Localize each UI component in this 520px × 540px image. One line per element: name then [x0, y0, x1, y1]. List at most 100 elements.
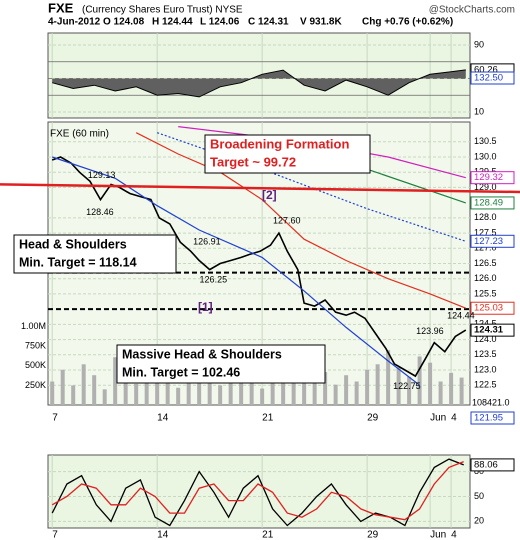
x-tick-label: 29 [367, 530, 379, 540]
annotation-box [13, 234, 177, 274]
last-value-tag [470, 323, 515, 337]
price-note: 124.44 [447, 311, 475, 321]
x-tick-label: Jun [430, 530, 446, 540]
x-tick-label: 14 [157, 530, 169, 540]
price-note: 127.60 [273, 215, 301, 225]
y-tick-label: 126.0 [474, 273, 497, 283]
annotation-text: Massive Head & Shoulders [122, 347, 282, 361]
y-tick-label: 130.0 [474, 151, 497, 161]
annotation-text: Target ~ 99.72 [210, 154, 296, 169]
annotation-box [116, 344, 326, 384]
extra-label: 132.50 [474, 73, 503, 84]
subtitle: (Currency Shares Euro Trust) NYSE [82, 5, 243, 16]
last-value-label: 88.06 [474, 459, 498, 470]
volume-bar [92, 375, 97, 405]
last-value-label: 125.03 [474, 303, 503, 314]
rsi-fill [52, 69, 466, 97]
price-note: 126.25 [200, 274, 228, 284]
y-tick-label: 123.0 [474, 364, 497, 374]
y-tick-label: 125.5 [474, 288, 497, 298]
annotation-text: [1] [198, 300, 213, 314]
annotation-text: Min. Target = 118.14 [19, 255, 137, 269]
volume-bar [102, 389, 107, 405]
chart-label: FXE (60 min) [50, 129, 109, 140]
last-value-tag [470, 234, 515, 248]
last-value-label: 128.49 [474, 197, 503, 208]
volume-bar [354, 381, 359, 405]
y-tick-label: 124.0 [474, 334, 497, 344]
y-tick-label: 127.5 [474, 227, 497, 237]
series-line [51, 460, 464, 521]
volume-bar [323, 372, 328, 405]
x-tick-label: 14 [157, 413, 169, 424]
last-value-label: 129.32 [474, 172, 503, 183]
annotation-text: Broadening Formation [210, 136, 349, 151]
price-note: 122.75 [393, 381, 421, 391]
series-line [52, 156, 420, 386]
plot [48, 455, 470, 528]
series-line [51, 156, 467, 378]
volume-bar [207, 381, 212, 405]
volume-bar [365, 369, 370, 405]
last-value-tag [470, 301, 515, 315]
volume-bar [50, 381, 55, 405]
series-line [51, 458, 464, 527]
x-tick-label: 29 [367, 413, 379, 424]
extra-tag [470, 411, 515, 425]
volume-bar [386, 350, 391, 405]
price-note: 129.13 [88, 170, 116, 180]
last-value-label: 127.23 [474, 236, 503, 247]
volume-bar [249, 379, 254, 405]
quote-item: 4-Jun-2012 [48, 17, 101, 28]
annotation-box [204, 134, 371, 174]
quote-item: H 124.44 [152, 17, 193, 28]
y-tick-label: 122.5 [474, 380, 497, 390]
y-tick-label: 129.0 [474, 182, 497, 192]
volume-bar [176, 387, 181, 405]
volume-bar [459, 377, 464, 405]
y-tick-label: 90 [474, 39, 484, 49]
last-value-tag [470, 171, 515, 185]
volume-bar [218, 385, 223, 405]
volume-last-label: 108421.0 [472, 397, 510, 407]
annotation-text: [2] [262, 188, 277, 202]
volume-bar [302, 378, 307, 405]
volume-tick-label: 250K [25, 380, 46, 390]
series-line [52, 69, 466, 98]
y-tick-label: 123.5 [474, 349, 497, 359]
x-tick-label: 4 [451, 530, 457, 540]
x-tick-label: 21 [262, 413, 274, 424]
extra-tag [470, 71, 515, 85]
volume-bar [71, 385, 76, 405]
volume-bar [260, 388, 265, 405]
volume-bar [270, 374, 275, 405]
volume-bar [407, 376, 412, 405]
volume-tick-label: 750K [25, 341, 46, 351]
y-tick-label: 10 [474, 106, 484, 116]
last-value-label: 60.26 [474, 64, 498, 75]
volume-bar [123, 379, 128, 405]
y-tick-label: 50 [474, 491, 484, 501]
title: FXE [48, 0, 74, 15]
volume-bar [155, 365, 160, 405]
price-note: 123.96 [416, 326, 444, 336]
volume-bar [375, 364, 380, 405]
quote-item: V 931.8K [300, 17, 342, 28]
trend-line [0, 183, 520, 194]
volume-bar [438, 381, 443, 405]
last-value-tag [470, 196, 515, 210]
volume-bar [186, 375, 191, 405]
volume-bar [333, 384, 338, 405]
y-tick-label: 130.5 [474, 136, 497, 146]
volume-bar [281, 368, 286, 405]
x-tick-label: Jun [430, 413, 446, 424]
volume-bar [344, 375, 349, 405]
volume-bar [197, 368, 202, 405]
volume-bar [428, 362, 433, 405]
volume-tick-label: 1.00M [21, 321, 46, 331]
annotation-text: Head & Shoulders [19, 237, 127, 251]
volume-bar [113, 357, 118, 405]
volume-tick-label: 500K [25, 360, 46, 370]
